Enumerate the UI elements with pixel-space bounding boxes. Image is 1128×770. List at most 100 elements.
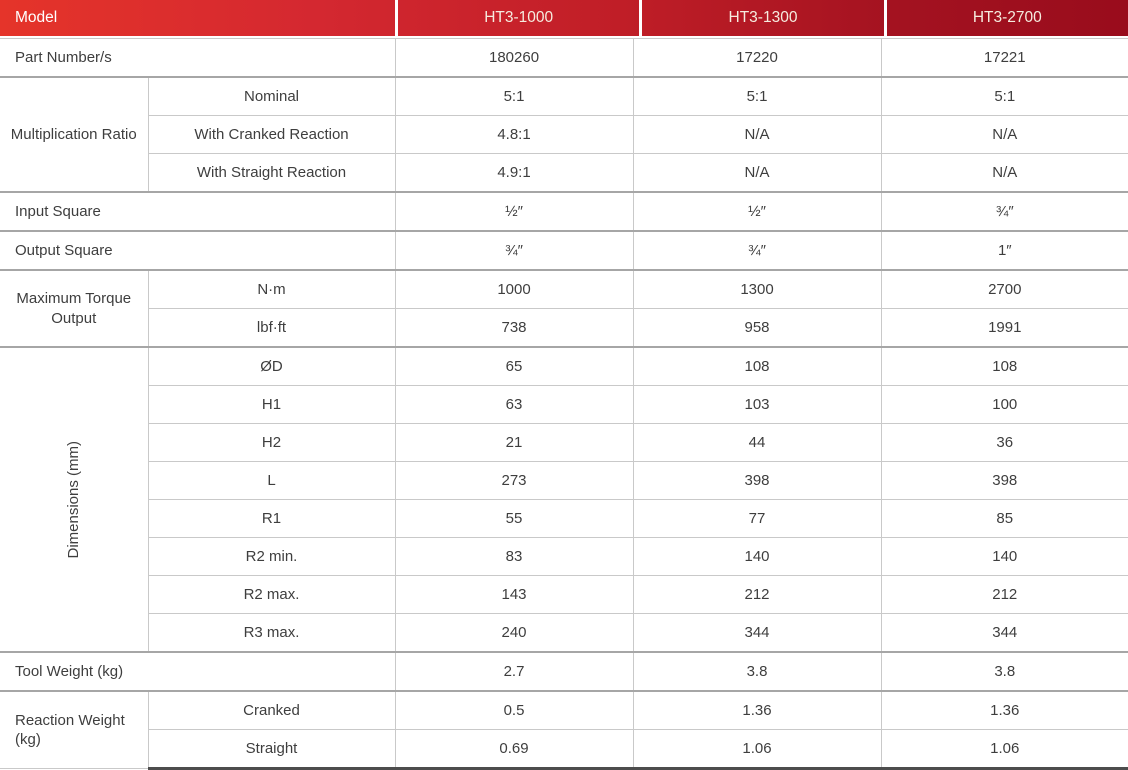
value-cell: 0.5 <box>394 690 634 730</box>
value-cell: 1000 <box>394 269 634 309</box>
value-cell: 180260 <box>394 38 634 78</box>
sub-row-label: N·m <box>147 269 396 309</box>
value-cell: 1.06 <box>880 729 1128 770</box>
value-cell: 398 <box>880 461 1128 500</box>
value-cell: 108 <box>632 346 882 386</box>
value-cell: 65 <box>394 346 634 386</box>
group-label-dimensions: Dimensions (mm) <box>0 346 149 653</box>
value-cell: 1″ <box>880 230 1128 271</box>
table-row: H1 63 103 100 <box>0 385 1128 424</box>
table-row: Multiplication Ratio Nominal 5:1 5:1 5:1 <box>0 76 1128 193</box>
value-cell: 100 <box>880 385 1128 424</box>
sub-row-label: With Straight Reaction <box>148 153 396 193</box>
value-cell: ¾″ <box>880 191 1128 232</box>
value-cell: 212 <box>880 575 1128 614</box>
value-cell: N/A <box>632 153 882 193</box>
value-cell: 17221 <box>880 38 1128 78</box>
value-cell: 36 <box>880 423 1128 462</box>
value-cell: 17220 <box>632 38 882 78</box>
sub-row-label: lbf·ft <box>148 308 396 348</box>
row-label-tool-weight: Tool Weight (kg) <box>0 651 396 692</box>
table-row: H2 21 44 36 <box>0 423 1128 462</box>
table-row: R3 max. 240 344 344 <box>0 613 1128 653</box>
value-cell: 1991 <box>880 308 1128 348</box>
value-cell: 1300 <box>632 269 882 309</box>
value-cell: 5:1 <box>880 76 1128 116</box>
sub-row-label: R2 min. <box>148 537 396 576</box>
value-cell: ¾″ <box>394 230 634 271</box>
value-cell: 2700 <box>880 269 1128 309</box>
table-row: Part Number/s 180260 17220 17221 <box>0 38 1128 78</box>
value-cell: 0.69 <box>394 729 634 770</box>
table-row: Straight 0.69 1.06 1.06 <box>0 729 1128 770</box>
value-cell: 240 <box>394 613 634 653</box>
value-cell: 344 <box>632 613 882 653</box>
header-row: Model HT3-1000 HT3-1300 HT3-2700 <box>0 0 1128 36</box>
table-row: lbf·ft 738 958 1991 <box>0 308 1128 348</box>
group-label-max-torque: Maximum Torque Output <box>0 269 149 348</box>
value-cell: 44 <box>632 423 882 462</box>
value-cell: 140 <box>632 537 882 576</box>
table-row: R1 55 77 85 <box>0 499 1128 538</box>
value-cell: 273 <box>394 461 634 500</box>
table-row: With Straight Reaction 4.9:1 N/A N/A <box>0 153 1128 193</box>
table-row: With Cranked Reaction 4.8:1 N/A N/A <box>0 115 1128 154</box>
group-label-reaction-weight: Reaction Weight (kg) <box>0 690 149 769</box>
table-row: R2 max. 143 212 212 <box>0 575 1128 614</box>
value-cell: 4.9:1 <box>394 153 634 193</box>
value-cell: 3.8 <box>632 651 882 692</box>
value-cell: ½″ <box>632 191 882 232</box>
value-cell: 2.7 <box>394 651 634 692</box>
table-row: Input Square ½″ ½″ ¾″ <box>0 191 1128 232</box>
value-cell: 1.36 <box>632 690 882 730</box>
value-cell: 108 <box>880 346 1128 386</box>
value-cell: 1.06 <box>632 729 882 770</box>
value-cell: 85 <box>880 499 1128 538</box>
value-cell: ½″ <box>394 191 634 232</box>
row-label-output-square: Output Square <box>0 230 396 271</box>
sub-row-label: ØD <box>147 346 396 386</box>
value-cell: N/A <box>632 115 882 154</box>
spec-table: Part Number/s 180260 17220 17221 Multipl… <box>0 38 1128 770</box>
sub-row-label: H2 <box>148 423 396 462</box>
value-cell: 55 <box>394 499 634 538</box>
sub-row-label: R3 max. <box>148 613 396 653</box>
table-row: Output Square ¾″ ¾″ 1″ <box>0 230 1128 271</box>
column-header-ht3-2700: HT3-2700 <box>883 0 1128 36</box>
sub-row-label: Straight <box>148 729 396 770</box>
sub-row-label: H1 <box>148 385 396 424</box>
sub-row-label: With Cranked Reaction <box>148 115 396 154</box>
value-cell: 5:1 <box>394 76 634 116</box>
value-cell: 3.8 <box>880 651 1128 692</box>
value-cell: 1.36 <box>880 690 1128 730</box>
value-cell: 4.8:1 <box>394 115 634 154</box>
table-row: Reaction Weight (kg) Cranked 0.5 1.36 1.… <box>0 690 1128 769</box>
dimensions-vertical-label: Dimensions (mm) <box>65 440 83 559</box>
value-cell: 21 <box>394 423 634 462</box>
value-cell: 140 <box>880 537 1128 576</box>
value-cell: 77 <box>632 499 882 538</box>
value-cell: 398 <box>632 461 882 500</box>
sub-row-label: R1 <box>148 499 396 538</box>
table-row: L 273 398 398 <box>0 461 1128 500</box>
table-row: R2 min. 83 140 140 <box>0 537 1128 576</box>
group-label-multiplication-ratio: Multiplication Ratio <box>0 76 149 193</box>
column-header-ht3-1000: HT3-1000 <box>395 0 639 36</box>
row-label-part-number: Part Number/s <box>0 38 396 78</box>
value-cell: N/A <box>880 153 1128 193</box>
value-cell: 5:1 <box>632 76 882 116</box>
sub-row-label: Nominal <box>147 76 396 116</box>
table-row: Maximum Torque Output N·m 1000 1300 2700 <box>0 269 1128 348</box>
row-label-input-square: Input Square <box>0 191 396 232</box>
sub-row-label: L <box>148 461 396 500</box>
model-header-cell: Model <box>15 9 58 26</box>
column-header-ht3-1300: HT3-1300 <box>639 0 883 36</box>
table-row: Tool Weight (kg) 2.7 3.8 3.8 <box>0 651 1128 692</box>
value-cell: 143 <box>394 575 634 614</box>
value-cell: ¾″ <box>632 230 882 271</box>
value-cell: 738 <box>394 308 634 348</box>
value-cell: 83 <box>394 537 634 576</box>
value-cell: 958 <box>632 308 882 348</box>
table-row: Dimensions (mm) ØD 65 108 108 <box>0 346 1128 653</box>
